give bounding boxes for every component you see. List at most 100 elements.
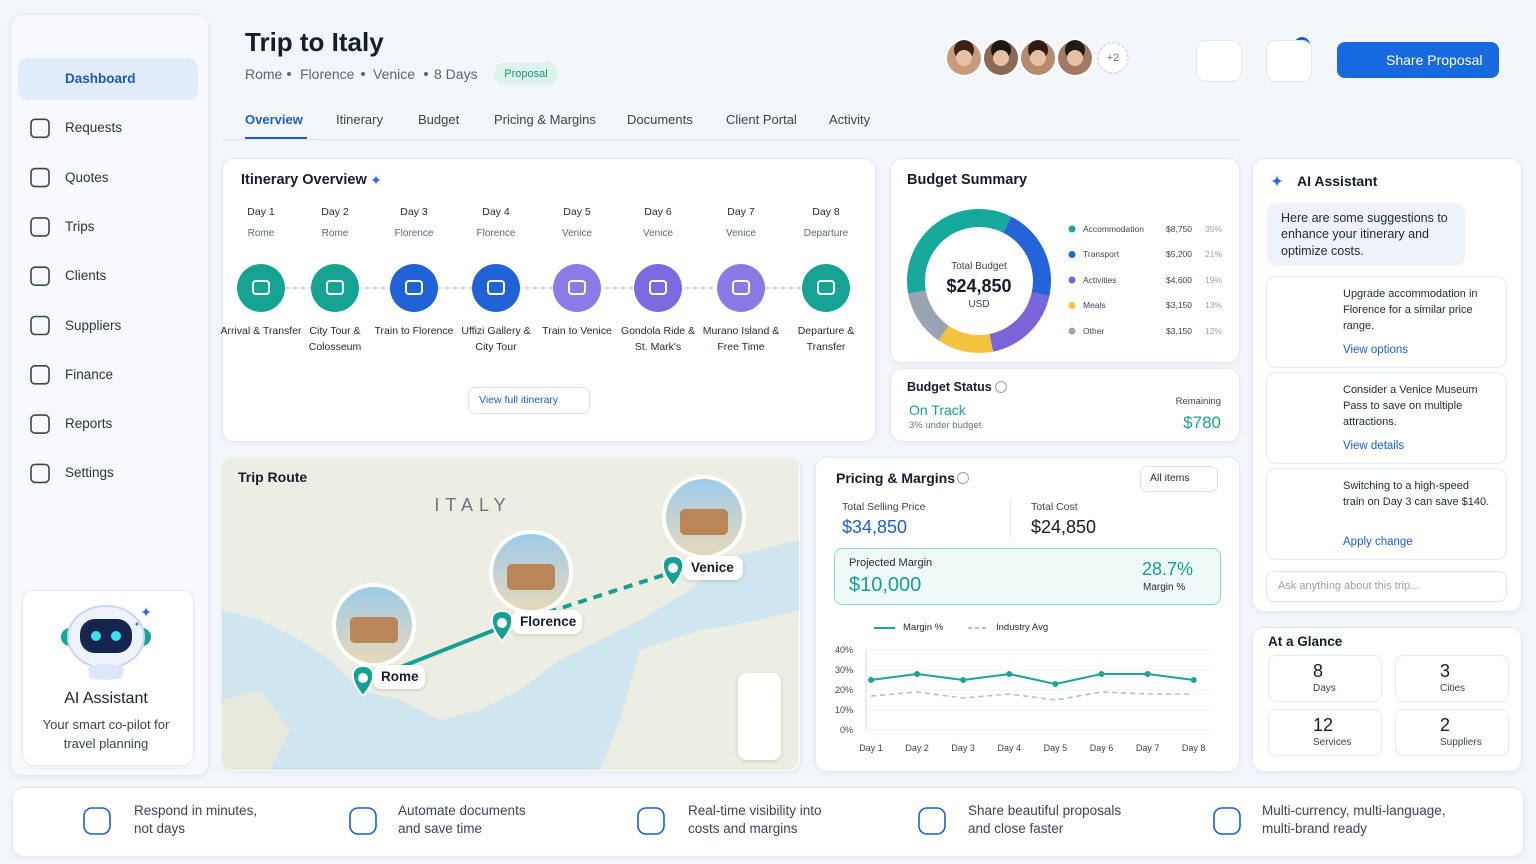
assistant-promo-subtitle: Your smart co-pilot for travel planning [42,716,170,751]
tab[interactable]: Activity [829,111,871,127]
nav-item[interactable]: Trips [65,218,95,234]
features-bar [12,787,1524,857]
day-icon [634,264,682,312]
tab[interactable]: Itinerary [336,111,383,127]
tab-underline [245,137,307,139]
legend-dot [1068,276,1076,284]
itinerary-button-label[interactable]: View full itinerary [479,394,559,406]
icon [349,807,377,835]
legend-value: $8,750 [1166,223,1192,234]
share-button-label[interactable]: Share Proposal [1386,52,1483,68]
glance-value: 12 [1313,714,1334,735]
card-title: Trip Route [238,469,308,485]
nav-item[interactable]: Clients [65,268,107,284]
card-title: Budget Summary [907,171,1028,188]
status-badge: Proposal [504,67,548,80]
sparkle-icon [134,621,140,627]
more-members-ring [1097,42,1129,74]
legend-label: Industry Avg [996,622,1049,633]
day-icon [802,264,850,312]
day-place: Venice [561,227,593,239]
country-label: ITALY [434,494,512,515]
legend-share: 13% [1204,300,1222,310]
message-button[interactable] [1196,40,1242,82]
tab[interactable]: Budget [418,111,460,127]
status-state: On Track [909,402,966,418]
margin-value: $10,000 [849,574,922,596]
tab[interactable]: Client Portal [726,111,797,127]
icon [30,167,50,188]
suggestion-action[interactable]: View options [1343,343,1408,356]
x-tick-label: Day 7 [1135,743,1160,753]
line-point [868,677,874,683]
day-label: Day 5 [563,206,591,218]
suggestion-card [1266,276,1507,368]
day-icon [717,264,765,312]
sparkle-icon [140,606,152,618]
x-tick-label: Day 5 [1043,743,1068,753]
nav-item[interactable]: Quotes [65,169,109,185]
glance-tile [1395,655,1509,702]
y-tick-label: 20% [834,685,853,695]
tabs-divider [222,139,1240,140]
day-label: Day 7 [727,206,755,218]
divider [1010,498,1011,538]
legend-label: Other [1083,325,1105,336]
tab[interactable]: Overview [245,111,303,127]
nav-active-bg [18,58,198,100]
chat-placeholder[interactable]: Ask anything about this trip... [1278,579,1420,592]
status-note: 3% under budget [909,420,982,431]
glance-label: Suppliers [1440,736,1482,748]
notifications-button[interactable] [1266,40,1312,82]
stop-photo-building [350,617,398,643]
share-button[interactable] [1337,42,1499,78]
stop-label: Venice [691,560,734,575]
duration: 8 Days [434,66,478,82]
land [222,690,290,770]
glance-label: Days [1313,682,1336,694]
card-title: Itinerary Overview [241,171,367,188]
bullet [287,72,291,76]
tab[interactable]: Documents [627,111,693,127]
remaining-label: Remaining [1175,396,1221,407]
zoom-controls[interactable] [738,673,781,760]
icon [30,217,50,237]
suggestion-action[interactable]: Apply change [1343,535,1413,548]
chat-input[interactable] [1266,571,1507,602]
robot-body [88,664,124,680]
nav-item[interactable]: Reports [65,416,113,432]
stop-label: Florence [520,614,577,629]
feature-text: Real-time visibility into costs and marg… [688,803,822,836]
avatar-face [1067,50,1083,66]
legend-share: 21% [1204,249,1222,259]
nav-item[interactable]: Suppliers [65,317,122,333]
map[interactable] [222,457,799,770]
icon [637,807,665,835]
x-tick-label: Day 4 [997,743,1022,753]
glance-value: 8 [1313,660,1324,681]
nav-item[interactable]: Settings [65,465,114,481]
pin-dot [668,563,678,573]
feature-text: Automate documents and save time [398,803,526,836]
filter-label[interactable]: All items [1150,472,1190,484]
stop-photo-building [507,564,555,590]
margin-label: Projected Margin [849,557,933,569]
suggestion-action[interactable]: View details [1343,439,1405,452]
nav-item[interactable]: Dashboard [65,71,136,86]
legend-value: $3,150 [1166,300,1192,310]
icon [1213,807,1241,835]
info-icon [957,472,969,484]
tab[interactable]: Pricing & Margins [494,111,596,127]
day-place: Departure [803,227,849,239]
line-point [1006,671,1013,677]
nav-item[interactable]: Finance [65,366,114,382]
line-point [914,671,921,677]
nav-item[interactable]: Requests [65,120,123,136]
itinerary-button[interactable] [468,387,590,414]
margin-box [834,548,1221,605]
suggestion-card [1266,372,1507,464]
card-title: At a Glance [1268,634,1343,649]
filter-dropdown[interactable] [1140,466,1218,492]
day-place: Rome [247,227,275,239]
donut-segment [908,290,949,341]
